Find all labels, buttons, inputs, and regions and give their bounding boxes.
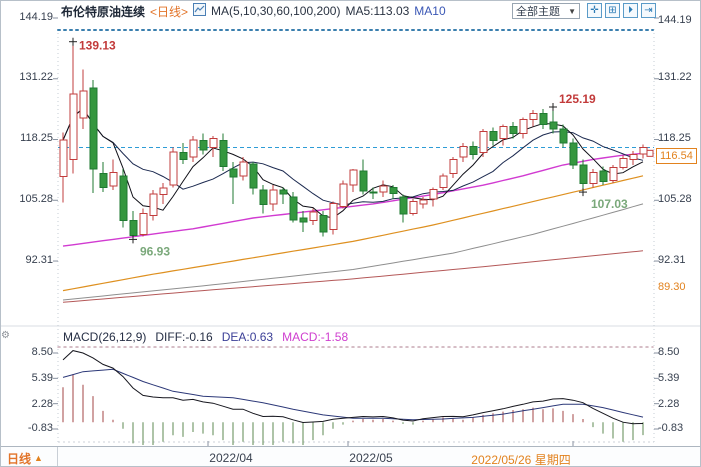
- price-tick-right: 118.25: [658, 132, 691, 144]
- price-tick-left: 105.28: [19, 193, 53, 205]
- macd-tick-right: 5.39: [658, 372, 680, 384]
- period-up-arrow-icon: ▲: [34, 453, 43, 463]
- kline-chart-icon: [193, 3, 207, 19]
- candles-group: [59, 41, 648, 240]
- ma5-value: MA5:113.03: [345, 4, 410, 18]
- current-price-badge: 116.54: [656, 148, 697, 164]
- macd-tick-left: 5.39: [31, 372, 53, 384]
- period-tag: <日线>: [150, 4, 189, 19]
- price-tick-right: 105.28: [658, 193, 692, 205]
- crosshair-icon[interactable]: ✛: [587, 3, 602, 18]
- period-label: 日线: [7, 451, 32, 466]
- instrument-title: 布伦特原油连续: [61, 4, 146, 19]
- macd-tick-right: -0.83: [658, 422, 684, 434]
- price-tick-left: 92.31: [25, 254, 53, 266]
- time-axis-bar: 日线 ▲ 2022/04 2022/05 2022/05/26 星期四: [1, 446, 700, 467]
- x-axis-date: 2022/05: [349, 451, 393, 465]
- macd-panel: [62, 350, 644, 445]
- ma-settings-label[interactable]: MA(5,10,30,60,100,200): [211, 4, 341, 18]
- extreme-low-label: 107.03: [591, 197, 628, 211]
- pane-shift-icon[interactable]: ⇥: [641, 3, 656, 18]
- chart-header: 布伦特原油连续 <日线> MA(5,10,30,60,100,200) MA5:…: [61, 3, 446, 19]
- macd-tick-left: 2.28: [31, 398, 53, 410]
- extreme-low-label: 96.93: [140, 244, 170, 258]
- extreme-high-label: 139.13: [79, 39, 116, 53]
- macd-diff-value: DIFF:-0.16: [155, 330, 213, 344]
- macd-dea-value: DEA:0.63: [221, 330, 274, 344]
- pane-play-icon[interactable]: ⏵: [623, 3, 638, 18]
- price-tick-right: 144.19: [658, 14, 692, 26]
- period-selector[interactable]: 日线 ▲: [1, 447, 58, 466]
- lower-level-label: 89.30: [658, 281, 686, 293]
- macd-tick-right: 8.50: [658, 346, 680, 358]
- theme-dropdown[interactable]: 全部主题 ▼: [512, 3, 580, 19]
- macd-params-label[interactable]: MACD(26,12,9): [63, 330, 147, 344]
- annotations-group: 139.13 96.93 125.19 107.03: [69, 37, 628, 258]
- pane-layout-icon[interactable]: ⊞: [605, 3, 620, 18]
- macd-tick-left: -0.83: [27, 422, 53, 434]
- price-tick-left: 118.25: [20, 132, 53, 144]
- indicator-settings-icon[interactable]: ⚙: [1, 330, 10, 341]
- ma10-label: MA10: [414, 4, 446, 18]
- price-panel: [62, 107, 654, 303]
- macd-macd-value: MACD:-1.58: [282, 330, 349, 344]
- x-axis-date: 2022/04: [209, 451, 253, 465]
- macd-tick-right: 2.28: [658, 398, 680, 410]
- price-tick-right: 131.22: [658, 71, 692, 83]
- ma30-end-marker: [646, 149, 654, 157]
- macd-tick-left: 8.50: [31, 346, 53, 358]
- extreme-high-label: 125.19: [559, 92, 596, 106]
- price-tick-left: 131.22: [19, 71, 53, 83]
- x-axis-current-date: 2022/05/26 星期四: [471, 453, 571, 467]
- theme-dropdown-label: 全部主题: [516, 6, 560, 18]
- caret-down-icon: ▼: [568, 6, 576, 16]
- price-tick-right: 92.31: [658, 254, 686, 266]
- price-tick-left: 144.19: [19, 11, 53, 23]
- macd-header: MACD(26,12,9) DIFF:-0.16 DEA:0.63 MACD:-…: [63, 330, 348, 344]
